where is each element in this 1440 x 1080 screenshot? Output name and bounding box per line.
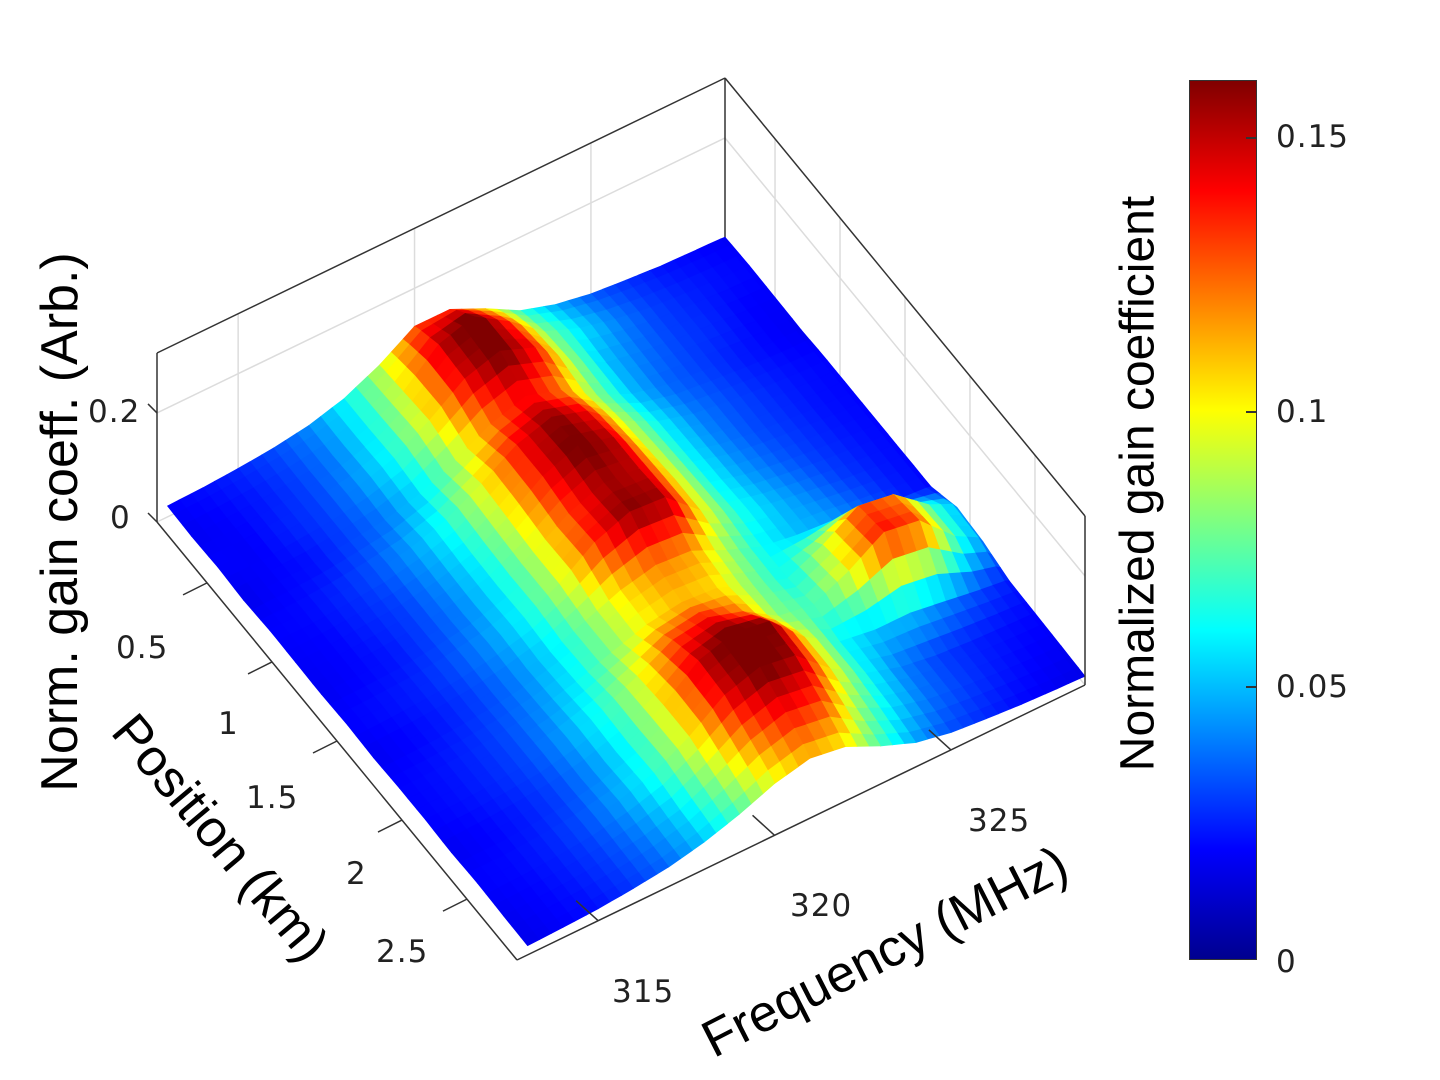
z-tick-mark: [147, 512, 158, 523]
x-tick-label: 325: [968, 803, 1031, 839]
y-tick-label: 1: [218, 706, 239, 742]
x-tick-mark: [928, 729, 952, 751]
y-tick-mark: [247, 661, 273, 675]
x-tick-label: 320: [790, 888, 853, 924]
colorbar-tick-label: 0.05: [1276, 669, 1350, 705]
box-edge: [724, 77, 1086, 517]
z-tick-label: 0.2: [88, 394, 141, 430]
colorbar-tick-label: 0.15: [1276, 119, 1350, 155]
z-tick-label: 0: [110, 500, 131, 536]
colorbar-tick: [1246, 411, 1256, 413]
y-tick-label: 2.5: [376, 934, 429, 970]
x-tick-mark: [752, 814, 776, 836]
y-tick-mark: [377, 819, 403, 833]
surface-patch: [520, 930, 540, 947]
colorbar-tick-label: 0: [1276, 944, 1297, 980]
z-grid-line: [724, 137, 1086, 577]
y-tick-mark: [442, 898, 468, 912]
colorbar-label: Normalized gain coefficient: [1111, 195, 1165, 772]
y-tick-label: 2: [346, 856, 367, 892]
colorbar-tick: [1246, 137, 1256, 139]
y-tick-label: 0.5: [116, 630, 169, 666]
x-tick-label: 315: [612, 974, 675, 1010]
x-axis-line: [516, 684, 1086, 961]
y-tick-mark: [312, 740, 338, 754]
colorbar: [1189, 80, 1257, 960]
y-tick-label: 1.5: [246, 780, 299, 816]
y-tick-mark: [182, 582, 208, 596]
x-tick-mark: [575, 900, 599, 922]
box-edge: [156, 77, 726, 354]
z-axis-label: Norm. gain coeff. (Arb.): [31, 252, 89, 792]
colorbar-tick: [1246, 686, 1256, 688]
colorbar-tick-label: 0.1: [1276, 394, 1329, 430]
z-tick-mark: [147, 403, 158, 414]
z-grid-line: [156, 137, 726, 414]
gain-surface: [166, 236, 1086, 947]
axes-lines: [147, 77, 1086, 961]
